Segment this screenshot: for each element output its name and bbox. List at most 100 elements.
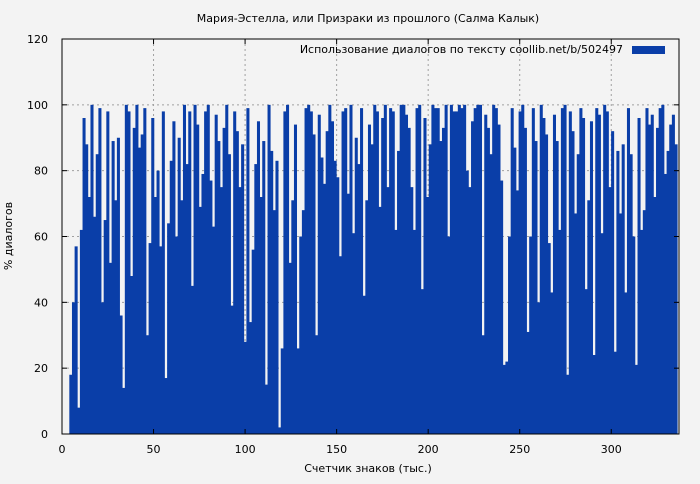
bar — [69, 374, 73, 434]
bar — [122, 387, 126, 434]
x-tick-label: 250 — [509, 443, 530, 456]
y-tick-label: 20 — [34, 362, 48, 375]
bar — [497, 124, 501, 434]
bar — [175, 236, 179, 434]
bar — [592, 355, 596, 434]
bar — [547, 243, 551, 434]
bar — [513, 147, 517, 434]
bar — [415, 108, 419, 434]
bar — [370, 144, 374, 435]
bar — [434, 108, 438, 434]
bar — [259, 197, 263, 434]
bar — [256, 121, 261, 435]
bar — [336, 177, 340, 434]
bar — [508, 236, 512, 434]
bar — [373, 104, 377, 434]
bar — [431, 104, 435, 434]
bar — [159, 246, 163, 434]
y-tick-label: 40 — [34, 296, 48, 309]
x-tick-label: 200 — [418, 443, 439, 456]
bar — [494, 108, 498, 434]
bar — [648, 124, 652, 434]
bar — [457, 104, 461, 434]
bar — [333, 160, 337, 434]
bar — [404, 114, 409, 434]
bar — [312, 134, 316, 435]
bar — [486, 127, 490, 434]
bar — [233, 111, 237, 435]
bar — [246, 108, 250, 434]
bar — [399, 104, 403, 434]
bar — [212, 226, 216, 434]
bar — [204, 111, 208, 435]
bar — [394, 229, 398, 434]
bar — [550, 292, 554, 434]
x-tick-label: 300 — [601, 443, 622, 456]
bar — [656, 127, 660, 434]
bar — [264, 384, 268, 434]
y-axis-label: % диалогов — [2, 202, 15, 270]
bar — [161, 111, 165, 435]
bar — [315, 335, 319, 434]
bar — [576, 154, 580, 435]
bar — [402, 104, 406, 434]
bar — [177, 137, 181, 434]
bar — [449, 104, 453, 434]
bar — [397, 150, 401, 434]
bar — [299, 236, 303, 434]
bar — [383, 104, 387, 434]
bar — [582, 118, 586, 434]
bar — [666, 150, 670, 434]
bar — [375, 111, 379, 435]
bar — [629, 154, 633, 435]
bar — [653, 197, 657, 434]
bar — [108, 262, 113, 434]
bar — [492, 104, 496, 434]
bar — [238, 187, 242, 434]
bar — [613, 351, 617, 434]
bar — [254, 164, 258, 435]
bar — [674, 144, 678, 435]
bar — [640, 229, 644, 434]
bar — [505, 361, 509, 434]
bar — [352, 233, 356, 434]
bar — [465, 170, 469, 434]
bar — [378, 206, 382, 434]
bar — [79, 229, 83, 434]
bar — [391, 111, 395, 435]
bar — [566, 374, 570, 434]
bar — [328, 104, 332, 434]
bar — [574, 213, 578, 434]
x-tick-label: 50 — [147, 443, 161, 456]
bar — [145, 335, 150, 434]
bar — [423, 118, 427, 434]
bar — [101, 302, 105, 434]
bar — [447, 236, 451, 434]
bar — [484, 114, 488, 434]
bar — [291, 200, 295, 434]
bar — [188, 111, 192, 435]
bar — [460, 108, 464, 434]
bar — [346, 193, 350, 434]
x-tick-label: 0 — [59, 443, 66, 456]
bar — [106, 111, 110, 435]
bar — [193, 104, 197, 434]
bar — [124, 104, 128, 434]
bar — [463, 104, 467, 434]
bar — [587, 200, 591, 434]
bar — [481, 335, 485, 434]
bar — [357, 164, 361, 435]
bar — [537, 302, 541, 434]
bar — [275, 160, 279, 434]
bar — [93, 216, 97, 434]
bar — [542, 118, 546, 434]
bar — [111, 141, 115, 434]
legend: Использование диалогов по тексту coollib… — [300, 43, 665, 56]
bar — [280, 348, 284, 434]
bar — [132, 127, 136, 434]
bar — [563, 104, 567, 434]
bar — [230, 305, 234, 434]
bar — [584, 289, 588, 434]
bar — [293, 124, 298, 434]
